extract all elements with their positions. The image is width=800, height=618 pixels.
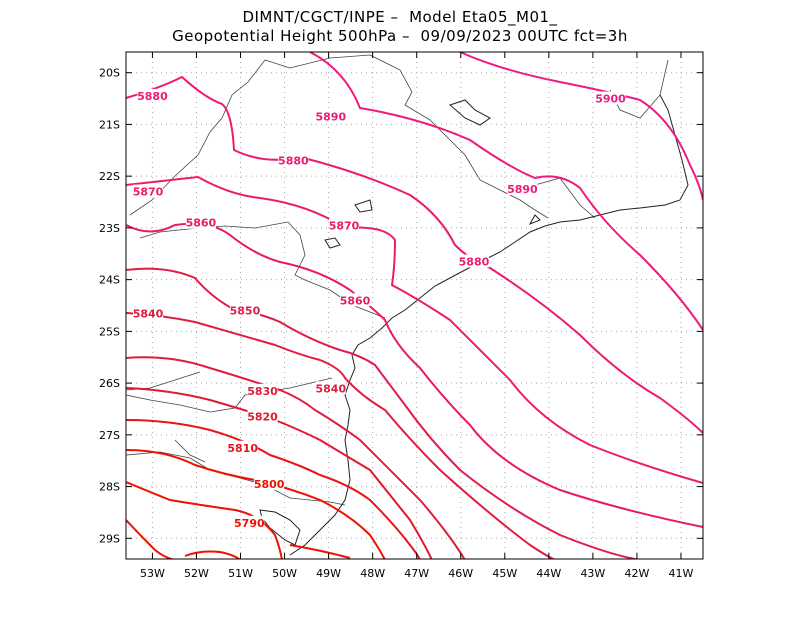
contour-5790-corner <box>126 519 176 559</box>
border-misiones <box>174 439 206 463</box>
paranagua-bay <box>324 237 341 249</box>
contour-label-bg <box>234 515 265 529</box>
contour-labels: 5880 5890 5900 5880 5890 5870 5860 5870 5880 5860… <box>133 88 626 530</box>
contour-label: 5810 <box>227 442 258 455</box>
border-mg-rj <box>534 177 596 219</box>
contour-5900 <box>459 52 703 201</box>
contour-label-bg <box>247 383 278 397</box>
border-mg-es <box>609 59 669 119</box>
contour-label: 5870 <box>329 219 360 232</box>
lat-tick-label: 26S <box>99 377 120 390</box>
geopotential-contours <box>126 52 703 559</box>
contour-label: 5860 <box>186 217 217 230</box>
lat-tick-label: 29S <box>99 532 120 545</box>
lon-tick-label: 53W <box>140 567 165 580</box>
contour-label: 5880 <box>137 90 168 103</box>
contour-label: 5800 <box>254 478 285 491</box>
lat-tick-label: 23S <box>99 222 120 235</box>
map-title-line2: Geopotential Height 500hPa – 09/09/2023 … <box>172 27 628 45</box>
contour-5890-north <box>309 52 703 331</box>
lagoa-dos-patos <box>259 509 301 546</box>
contour-label-bg <box>595 91 626 105</box>
contour-label-bg <box>340 293 371 307</box>
lat-tick-label: 24S <box>99 274 120 287</box>
border-sp-mg <box>429 119 549 219</box>
lon-tick-label: 46W <box>448 567 473 580</box>
contour-label: 5840 <box>316 382 347 395</box>
contour-5880-nw <box>126 75 703 434</box>
ilhabela-island <box>528 214 541 225</box>
contour-5790-tail <box>184 550 241 559</box>
contour-label: 5820 <box>247 411 278 424</box>
contour-label: 5880 <box>278 155 309 168</box>
lon-tick-label: 52W <box>184 567 209 580</box>
contour-5800 <box>126 449 386 559</box>
contour-label-bg <box>254 476 285 490</box>
lon-tick-label: 45W <box>492 567 517 580</box>
lon-tick-label: 49W <box>316 567 341 580</box>
lon-tick-label: 42W <box>624 567 649 580</box>
lon-tick-label: 41W <box>669 567 694 580</box>
contour-label-bg <box>329 218 360 232</box>
lon-tick-label: 50W <box>272 567 297 580</box>
contour-5860 <box>126 222 703 528</box>
lon-tick-label: 48W <box>360 567 385 580</box>
contour-label-bg <box>507 182 538 196</box>
contour-5790-upper <box>126 481 283 559</box>
contour-label: 5890 <box>507 183 538 196</box>
furnas-lake <box>449 99 491 126</box>
billings <box>354 199 373 213</box>
lat-tick-label: 22S <box>99 170 120 183</box>
map-gridlines <box>126 52 703 559</box>
contour-5820 <box>126 387 433 559</box>
border-pr-sc <box>126 377 333 413</box>
map-title-line1: DIMNT/CGCT/INPE – Model Eta05_M01_ <box>242 8 558 26</box>
lat-tick-label: 27S <box>99 429 120 442</box>
contour-label-bg <box>185 215 216 229</box>
contour-label: 5880 <box>459 256 490 269</box>
map-axes: 53W 52W 51W 50W 49W 48W 47W 46W 45W 44W 43W 42W 41W 2… <box>99 52 703 580</box>
contour-label: 5870 <box>133 186 164 199</box>
contour-label-bg <box>278 153 309 167</box>
contour-label: 5850 <box>230 305 261 318</box>
contour-5840 <box>126 312 556 559</box>
contour-label: 5830 <box>247 385 278 398</box>
lat-tick-label: 21S <box>99 118 120 131</box>
contour-label-bg <box>133 306 164 320</box>
border-minas-north <box>264 54 431 121</box>
contour-label-bg <box>227 440 258 454</box>
lat-tick-label: 20S <box>99 67 120 80</box>
contour-label-bg <box>315 381 346 395</box>
contour-label: 5900 <box>595 93 626 106</box>
contour-label-bg <box>133 184 164 198</box>
contour-label-bg <box>315 109 346 123</box>
contour-label-bg <box>229 303 260 317</box>
contour-label: 5840 <box>133 307 164 320</box>
lon-tick-label: 47W <box>404 567 429 580</box>
contour-5830 <box>126 356 466 559</box>
contour-5850 <box>126 267 641 559</box>
contour-label: 5860 <box>340 294 371 307</box>
contour-label: 5890 <box>316 111 347 124</box>
lat-tick-label: 28S <box>99 481 120 494</box>
lon-tick-label: 51W <box>228 567 253 580</box>
contour-5870 <box>126 175 703 484</box>
contour-label: 5790 <box>234 517 265 530</box>
border-argentina <box>126 371 201 391</box>
contour-label-bg <box>247 409 278 423</box>
lat-tick-label: 25S <box>99 325 120 338</box>
contour-label-bg <box>458 254 489 268</box>
contour-5800-tail <box>289 544 351 559</box>
contour-label-bg <box>137 88 168 102</box>
lon-tick-label: 44W <box>536 567 561 580</box>
lon-tick-label: 43W <box>580 567 605 580</box>
contour-5810 <box>126 419 421 559</box>
plot-frame <box>125 51 704 560</box>
